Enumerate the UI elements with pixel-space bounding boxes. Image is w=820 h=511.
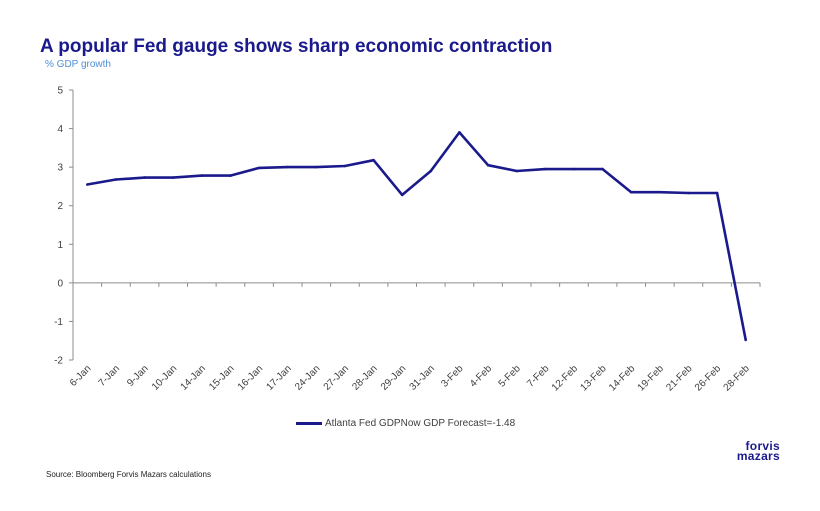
x-tick-label: 28-Feb [722, 363, 752, 393]
y-tick-label: 1 [57, 240, 63, 251]
data-point [544, 167, 547, 171]
data-point [400, 193, 404, 197]
x-tick-label: 12-Feb [550, 363, 580, 393]
data-point [315, 165, 318, 169]
y-tick-label: -1 [54, 317, 63, 328]
x-tick-label: 24-Jan [293, 363, 322, 392]
x-tick-label: 9-Jan [125, 363, 150, 388]
data-point [515, 169, 518, 173]
x-tick-label: 6-Jan [68, 363, 93, 388]
x-tick-label: 4-Feb [468, 363, 495, 390]
data-point [572, 167, 576, 171]
chart-subtitle: % GDP growth [45, 59, 111, 70]
data-point [257, 166, 261, 170]
data-point [486, 163, 490, 167]
legend-label: Atlanta Fed GDPNow GDP Forecast=-1.48 [325, 418, 516, 429]
y-tick-label: 5 [57, 86, 63, 97]
data-point [143, 176, 146, 179]
data-point [601, 167, 604, 171]
logo-text-forvis: forvis [745, 439, 780, 453]
x-tick-label: 28-Jan [350, 363, 379, 392]
x-tick-label: 17-Jan [264, 363, 293, 392]
y-tick-label: 3 [57, 163, 63, 174]
y-tick-label: 2 [57, 201, 63, 212]
series-line [87, 131, 747, 341]
data-point [372, 158, 375, 162]
data-point [458, 131, 461, 134]
data-point [229, 174, 232, 177]
data-point [200, 174, 204, 177]
data-point [171, 176, 175, 179]
x-tick-label: 15-Jan [207, 363, 236, 392]
x-tick-label: 10-Jan [150, 363, 179, 392]
x-tick-label: 3-Feb [439, 363, 466, 390]
x-tick-label: 19-Feb [636, 363, 666, 393]
legend: Atlanta Fed GDPNow GDP Forecast=-1.48 [296, 418, 515, 429]
x-tick-label: 16-Jan [236, 363, 265, 392]
x-tick-label: 7-Feb [525, 363, 552, 390]
x-tick-label: 29-Jan [379, 363, 408, 392]
x-tick-label: 27-Jan [322, 363, 351, 392]
forvis-mazars-logo: forvis mazars [724, 439, 780, 463]
source-note: Source: Bloomberg Forvis Mazars calculat… [46, 470, 211, 479]
data-point [715, 191, 719, 195]
y-tick-label: 4 [57, 124, 63, 135]
data-point [629, 190, 633, 194]
y-tick-label: -2 [54, 356, 63, 367]
x-tick-label: 13-Feb [578, 363, 608, 393]
data-point [687, 191, 690, 195]
logo-text-mazars: mazars [736, 449, 780, 463]
data-point [343, 164, 347, 168]
x-tick-label: 14-Jan [179, 363, 208, 392]
data-point [658, 190, 662, 194]
y-tick-label: 0 [57, 278, 63, 289]
x-tick-label: 21-Feb [664, 363, 694, 393]
x-tick-label: 5-Feb [497, 363, 524, 390]
legend-swatch [296, 422, 322, 425]
data-point [114, 178, 118, 181]
x-tick-label: 14-Feb [607, 363, 637, 393]
data-point [286, 165, 290, 169]
x-tick-label: 26-Feb [693, 363, 723, 393]
data-point [86, 183, 89, 186]
x-tick-label: 7-Jan [97, 363, 122, 388]
chart-title: A popular Fed gauge shows sharp economic… [40, 36, 553, 57]
x-tick-label: 31-Jan [408, 363, 437, 392]
data-point [744, 338, 747, 342]
data-point [429, 169, 433, 173]
